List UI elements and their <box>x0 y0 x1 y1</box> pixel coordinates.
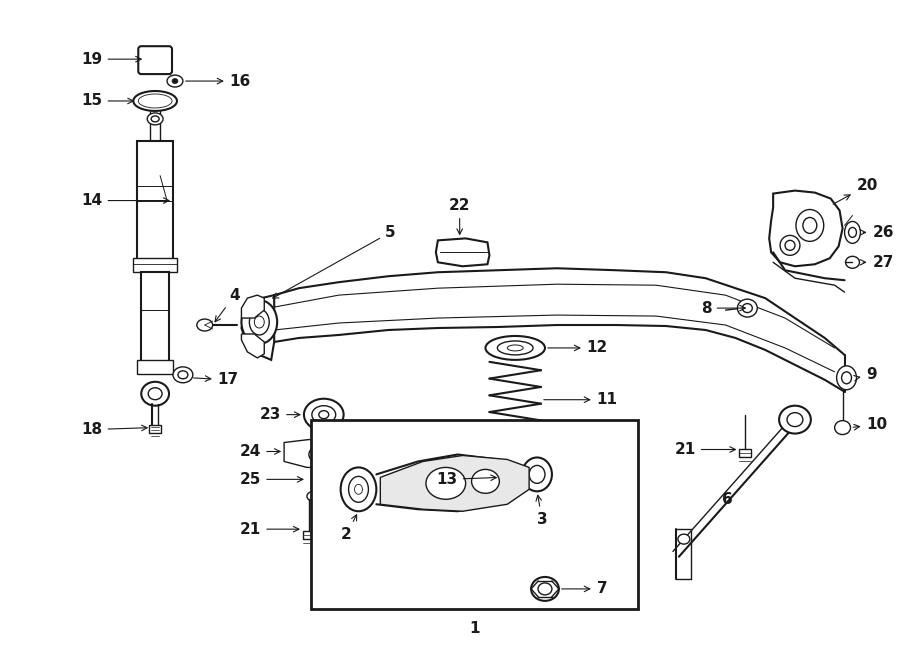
Text: 16: 16 <box>185 73 251 89</box>
Text: 10: 10 <box>853 417 887 432</box>
Ellipse shape <box>255 316 265 328</box>
Ellipse shape <box>538 583 552 595</box>
Ellipse shape <box>139 94 172 108</box>
Ellipse shape <box>780 235 800 255</box>
Ellipse shape <box>842 372 851 384</box>
Ellipse shape <box>316 451 326 459</box>
Ellipse shape <box>844 221 860 243</box>
Polygon shape <box>241 334 265 358</box>
Ellipse shape <box>133 91 177 111</box>
Ellipse shape <box>485 336 545 360</box>
Text: 4: 4 <box>215 288 239 322</box>
Ellipse shape <box>197 319 212 331</box>
Ellipse shape <box>737 299 757 317</box>
Ellipse shape <box>509 473 521 483</box>
Ellipse shape <box>355 485 363 494</box>
Ellipse shape <box>143 96 167 106</box>
Ellipse shape <box>148 388 162 400</box>
Polygon shape <box>241 295 274 360</box>
Ellipse shape <box>307 491 320 501</box>
Ellipse shape <box>148 113 163 125</box>
Text: 14: 14 <box>81 193 169 208</box>
Text: 23: 23 <box>260 407 300 422</box>
Bar <box>133 258 177 272</box>
Ellipse shape <box>340 467 376 511</box>
Ellipse shape <box>472 469 500 493</box>
Ellipse shape <box>849 227 857 237</box>
Ellipse shape <box>426 467 465 499</box>
Bar <box>138 141 173 260</box>
Text: 27: 27 <box>860 254 894 270</box>
Ellipse shape <box>493 461 537 494</box>
Ellipse shape <box>172 79 178 83</box>
Text: 22: 22 <box>449 198 471 235</box>
Text: 3: 3 <box>536 495 547 527</box>
Ellipse shape <box>312 406 336 424</box>
Ellipse shape <box>779 406 811 434</box>
Ellipse shape <box>319 410 328 418</box>
Text: 9: 9 <box>854 368 877 382</box>
Text: 2: 2 <box>341 515 356 541</box>
Bar <box>310 420 638 609</box>
Bar <box>149 424 161 432</box>
Ellipse shape <box>348 477 368 502</box>
Ellipse shape <box>531 577 559 601</box>
Text: 11: 11 <box>544 392 617 407</box>
Text: 15: 15 <box>81 93 133 108</box>
Ellipse shape <box>742 303 752 313</box>
Bar <box>141 272 169 362</box>
Text: 19: 19 <box>81 52 141 67</box>
Ellipse shape <box>148 53 162 67</box>
Polygon shape <box>770 190 842 266</box>
Text: 5: 5 <box>273 225 396 298</box>
Polygon shape <box>381 455 529 511</box>
Text: 24: 24 <box>240 444 280 459</box>
Ellipse shape <box>796 210 824 241</box>
Ellipse shape <box>498 341 533 355</box>
Ellipse shape <box>803 217 817 233</box>
Text: 1: 1 <box>469 621 480 637</box>
FancyBboxPatch shape <box>139 46 172 74</box>
Ellipse shape <box>151 116 159 122</box>
Ellipse shape <box>529 465 545 483</box>
Ellipse shape <box>787 412 803 426</box>
Ellipse shape <box>502 467 528 487</box>
Text: 20: 20 <box>833 178 878 204</box>
Text: 17: 17 <box>194 372 238 387</box>
Ellipse shape <box>834 420 850 434</box>
Text: 8: 8 <box>701 301 745 315</box>
Polygon shape <box>241 295 265 318</box>
Bar <box>138 360 173 374</box>
Polygon shape <box>436 239 490 266</box>
Text: 13: 13 <box>436 472 496 487</box>
Ellipse shape <box>508 345 523 351</box>
Ellipse shape <box>167 75 183 87</box>
Ellipse shape <box>837 366 857 390</box>
Ellipse shape <box>785 241 795 251</box>
Text: 21: 21 <box>240 522 299 537</box>
Ellipse shape <box>249 309 269 335</box>
Text: 6: 6 <box>722 492 733 507</box>
Ellipse shape <box>141 382 169 406</box>
Ellipse shape <box>846 256 860 268</box>
Ellipse shape <box>522 457 552 491</box>
Polygon shape <box>284 440 358 467</box>
Ellipse shape <box>241 300 277 344</box>
Text: 18: 18 <box>81 422 148 437</box>
Bar <box>740 449 752 457</box>
Text: 21: 21 <box>674 442 735 457</box>
Text: 7: 7 <box>562 582 608 596</box>
Ellipse shape <box>678 534 689 544</box>
Bar <box>303 531 315 539</box>
Ellipse shape <box>173 367 193 383</box>
Ellipse shape <box>178 371 188 379</box>
Ellipse shape <box>304 399 344 430</box>
Text: 26: 26 <box>860 225 894 240</box>
Text: 12: 12 <box>548 340 608 356</box>
Text: 25: 25 <box>240 472 303 487</box>
Ellipse shape <box>309 446 333 463</box>
